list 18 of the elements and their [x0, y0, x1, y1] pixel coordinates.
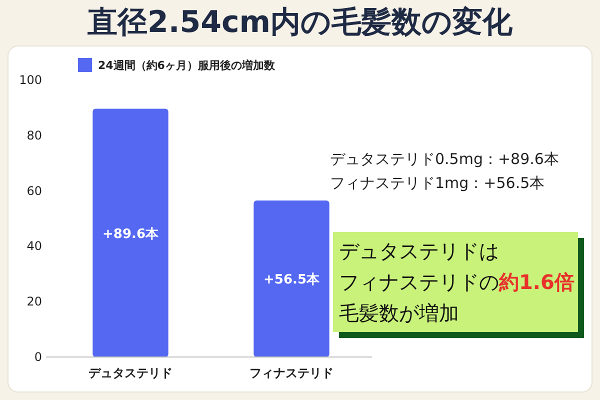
y-tick-label: 60 — [26, 184, 42, 198]
annotation: デュタステリドは — [339, 239, 499, 263]
y-tick-label: 0 — [34, 350, 42, 364]
legend-label: 24週間（約6ヶ月）服用後の増加数 — [98, 59, 276, 72]
annotation: フィナステリド1mg：+56.5本 — [330, 174, 545, 192]
text: 約1.6倍 — [498, 270, 574, 294]
data-label: +89.6本 — [102, 226, 160, 242]
y-tick-label: 80 — [26, 128, 42, 142]
y-tick-label: 100 — [19, 73, 42, 87]
y-tick-label: 40 — [26, 239, 42, 254]
x-tick-label: デュタステリド — [88, 366, 172, 380]
x-tick-label: フィナステリド — [250, 366, 334, 380]
chart-title: 直径2.54cm内の毛髪数の変化 — [86, 5, 514, 40]
annotation: フィナステリドの — [339, 270, 499, 294]
y-tick-label: 20 — [26, 294, 42, 309]
annotation: 毛髪数が増加 — [339, 301, 459, 325]
data-label: +56.5本 — [264, 272, 320, 288]
annotation: デュタステリド0.5mg：+89.6本 — [330, 150, 559, 168]
